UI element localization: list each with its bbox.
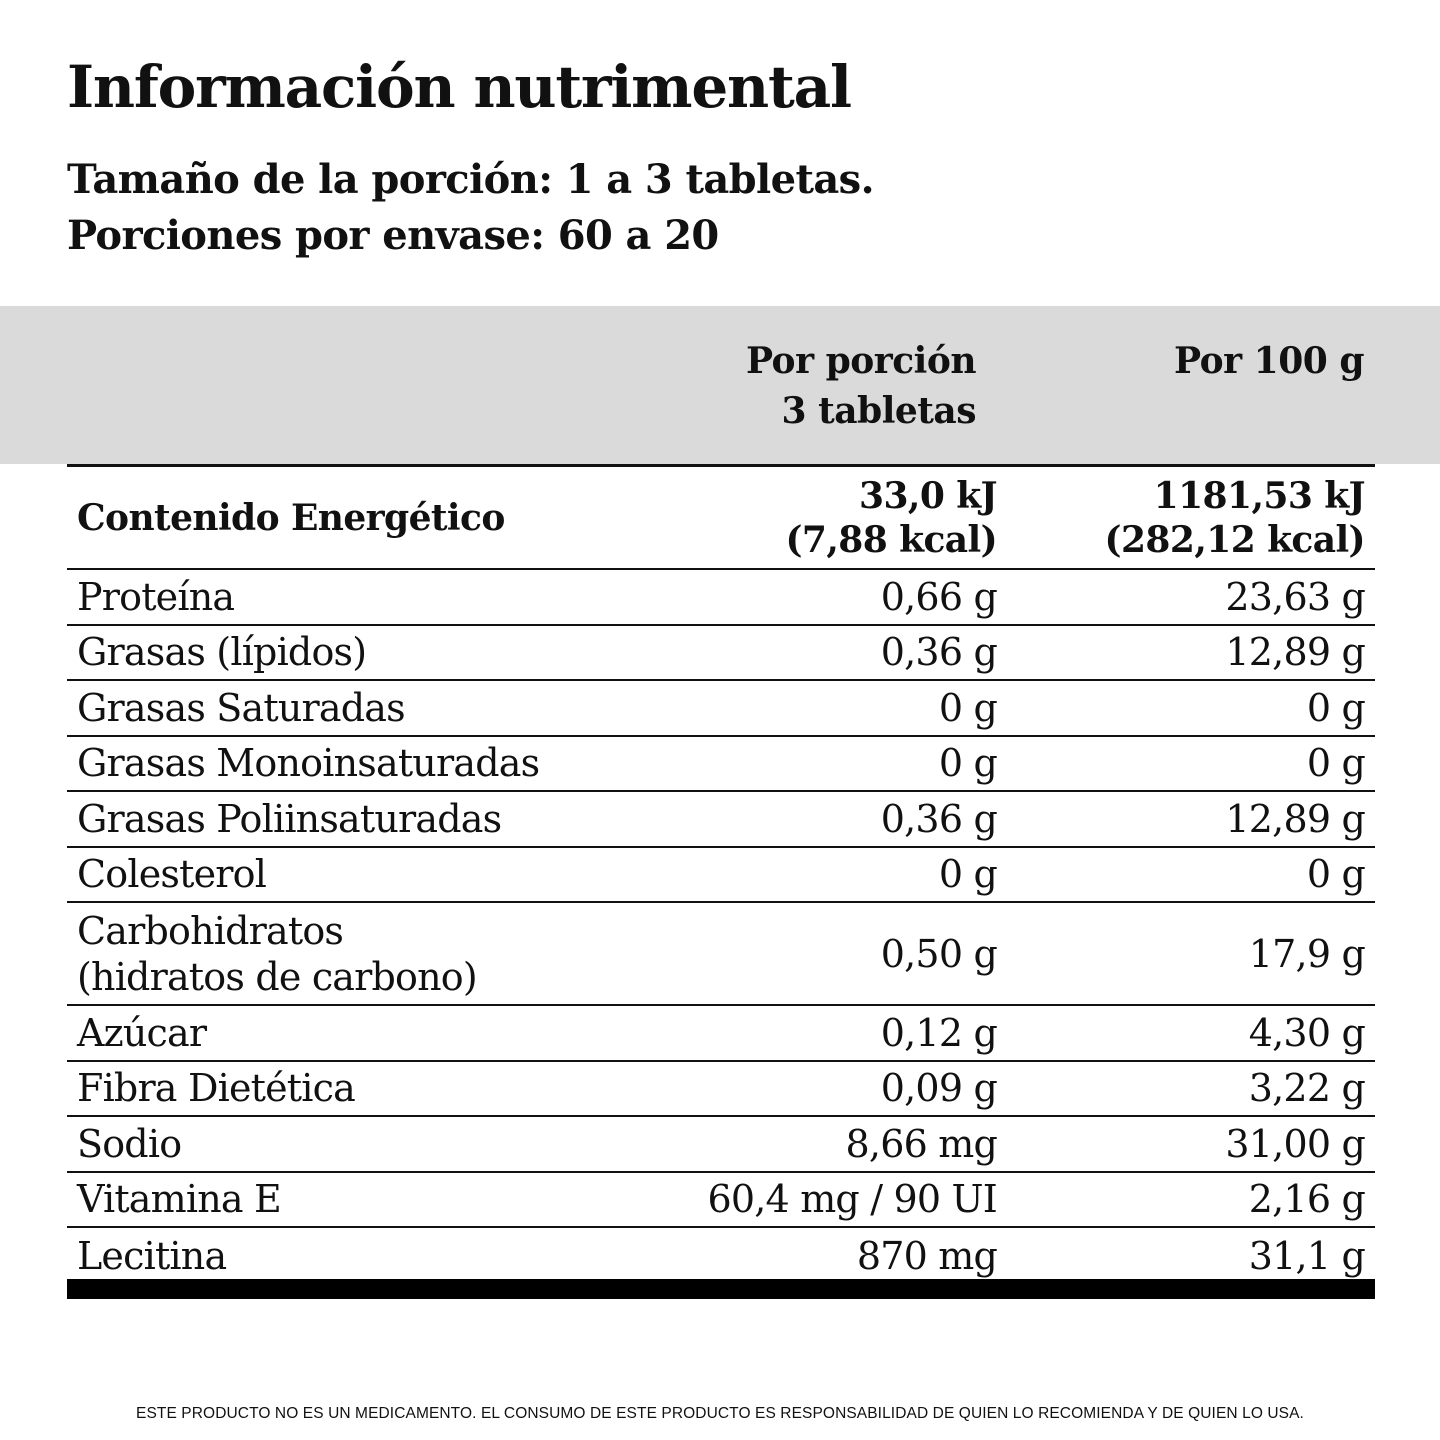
row-label: Grasas (lípidos) [77, 630, 367, 675]
cell-per-serving: 0 g [938, 741, 998, 786]
cell-per-100g: 0 g [1306, 685, 1366, 730]
serving-size: Tamaño de la porción: 1 a 3 tabletas. [67, 156, 875, 203]
page-title: Información nutrimental [67, 53, 852, 121]
row-label: Colesterol [77, 852, 267, 897]
cell-per-serving: 0,36 g [880, 796, 998, 841]
disclaimer: ESTE PRODUCTO NO ES UN MEDICAMENTO. EL C… [136, 1405, 1304, 1422]
cell-per-100g: 12,89 g [1225, 630, 1365, 675]
table-header-band [0, 306, 1440, 464]
cell-per-100g: 23,63 g [1225, 574, 1365, 619]
row-label: Lecitina [77, 1233, 227, 1278]
cell-per-100g: 0 g [1306, 741, 1366, 786]
row-label: Vitamina E [77, 1177, 282, 1222]
table-row: Lecitina 870 mg 31,1 g [67, 1228, 1375, 1284]
cell-per-serving: 0,66 g [880, 574, 998, 619]
row-label-energy: Contenido Energético [77, 496, 505, 539]
cell-per-serving: 0,12 g [880, 1010, 998, 1055]
table-row: Carbohidratos (hidratos de carbono) 0,50… [67, 903, 1375, 1006]
table-row: Azúcar 0,12 g 4,30 g [67, 1006, 1375, 1062]
row-label: Azúcar [77, 1010, 207, 1055]
table-bottom-rule [67, 1279, 1375, 1299]
row-label: Carbohidratos (hidratos de carbono) [77, 903, 478, 1004]
table-row: Grasas Saturadas 0 g 0 g [67, 681, 1375, 737]
table-row: Vitamina E 60,4 mg / 90 UI 2,16 g [67, 1173, 1375, 1228]
cell-energy-per-serving-kcal: (7,88 kcal) [785, 518, 997, 561]
cell-per-serving: 8,66 mg [845, 1121, 998, 1166]
column-header-per-serving-line2: 3 tabletas [781, 390, 976, 432]
table-row: Sodio 8,66 mg 31,00 g [67, 1117, 1375, 1173]
cell-per-serving: 870 mg [856, 1233, 998, 1278]
nutrition-table: Contenido Energético 33,0 kJ (7,88 kcal)… [67, 464, 1375, 1284]
cell-per-serving: 0,50 g [880, 931, 998, 976]
cell-per-100g: 31,1 g [1248, 1233, 1366, 1278]
table-row: Grasas (lípidos) 0,36 g 12,89 g [67, 626, 1375, 681]
column-header-per-serving-line1: Por porción [745, 340, 977, 382]
table-row: Grasas Monoinsaturadas 0 g 0 g [67, 737, 1375, 792]
cell-per-100g: 3,22 g [1248, 1066, 1366, 1111]
table-row: Colesterol 0 g 0 g [67, 848, 1375, 903]
cell-per-serving: 0 g [938, 685, 998, 730]
row-label: Grasas Poliinsaturadas [77, 796, 502, 841]
column-header-per-serving: Por porción 3 tabletas [745, 336, 977, 436]
cell-per-serving: 0,36 g [880, 630, 998, 675]
table-row: Grasas Poliinsaturadas 0,36 g 12,89 g [67, 792, 1375, 848]
row-label: Proteína [77, 574, 235, 619]
row-label: Sodio [77, 1121, 182, 1166]
cell-per-100g: 2,16 g [1248, 1177, 1366, 1222]
cell-per-100g: 0 g [1306, 852, 1366, 897]
row-label: Grasas Monoinsaturadas [77, 741, 540, 786]
cell-per-serving: 0 g [938, 852, 998, 897]
row-label-line2: (hidratos de carbono) [77, 954, 478, 999]
cell-energy-per-100g: 1181,53 kJ (282,12 kcal) [1104, 467, 1366, 568]
servings-per-container: Porciones por envase: 60 a 20 [67, 212, 719, 259]
cell-energy-per-serving: 33,0 kJ (7,88 kcal) [785, 467, 997, 568]
table-row: Fibra Dietética 0,09 g 3,22 g [67, 1062, 1375, 1117]
cell-per-serving: 60,4 mg / 90 UI [707, 1177, 998, 1222]
cell-per-100g: 12,89 g [1225, 796, 1365, 841]
table-row-energy: Contenido Energético 33,0 kJ (7,88 kcal)… [67, 467, 1375, 570]
cell-energy-per-100g-kcal: (282,12 kcal) [1104, 518, 1366, 561]
cell-energy-per-100g-kj: 1181,53 kJ [1153, 474, 1366, 517]
column-header-per-100g: Por 100 g [1174, 340, 1364, 382]
cell-energy-per-serving-kj: 33,0 kJ [859, 474, 998, 517]
row-label: Grasas Saturadas [77, 685, 406, 730]
cell-per-100g: 31,00 g [1225, 1121, 1365, 1166]
cell-per-100g: 4,30 g [1248, 1010, 1366, 1055]
row-label-line1: Carbohidratos [77, 908, 344, 953]
cell-per-serving: 0,09 g [880, 1066, 998, 1111]
table-row: Proteína 0,66 g 23,63 g [67, 570, 1375, 626]
row-label: Fibra Dietética [77, 1066, 356, 1111]
cell-per-100g: 17,9 g [1248, 931, 1366, 976]
